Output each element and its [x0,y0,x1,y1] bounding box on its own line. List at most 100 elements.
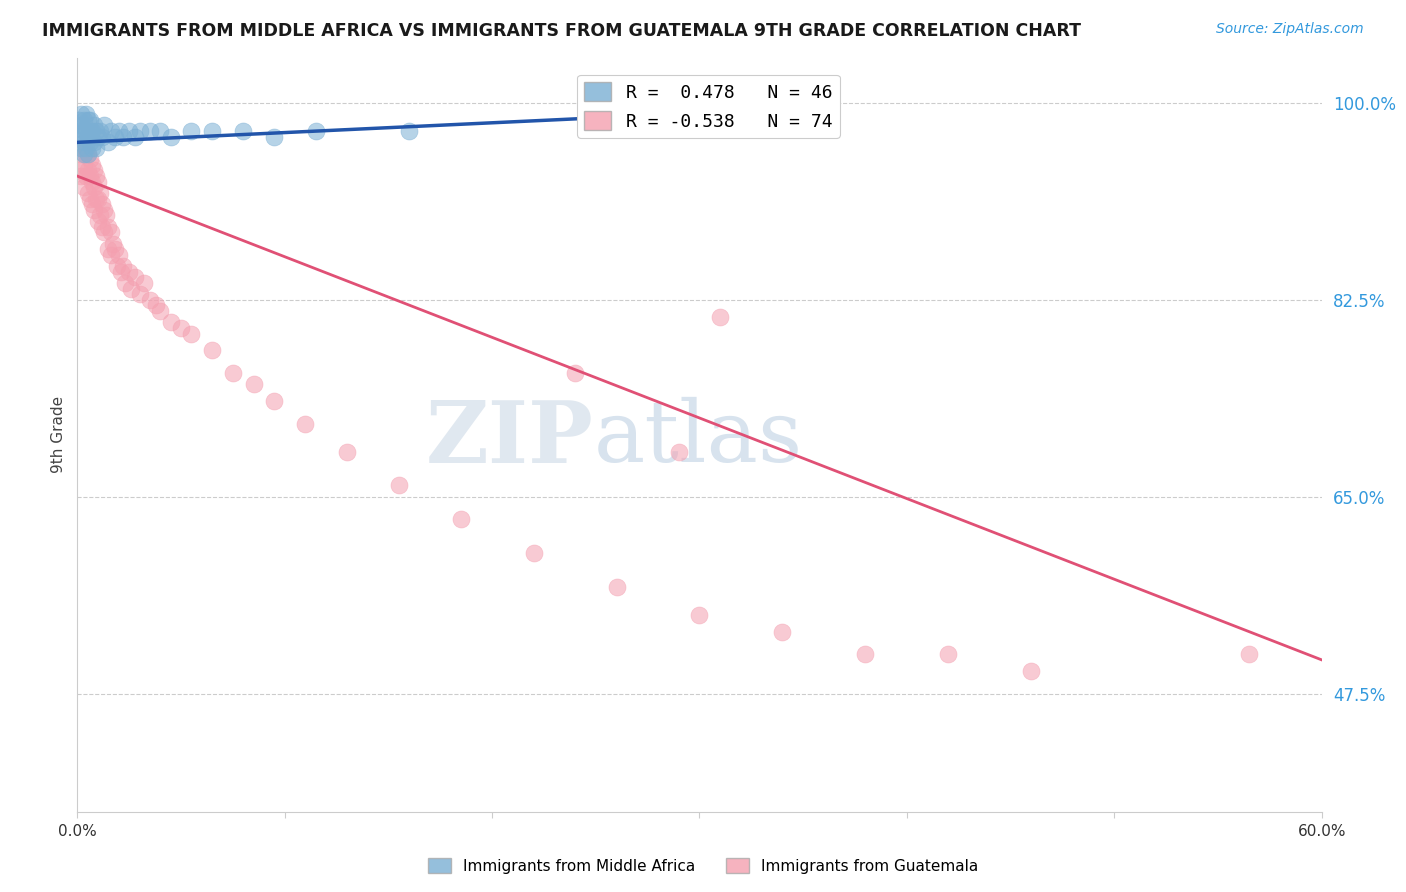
Point [263,129,285,144]
Point [84,169,107,183]
Point [72,180,94,194]
Point [67,163,90,178]
Point [70,129,93,144]
Point [128,287,150,301]
Point [100,225,122,239]
Point [100,124,122,138]
Point [80,197,103,211]
Point [70,141,93,155]
Point [108,248,131,262]
Point [79,124,101,138]
Point [79,192,101,206]
Point [1237,647,1260,661]
Point [124,129,146,144]
Point [111,129,134,144]
Point [523,546,546,560]
Point [114,276,136,290]
Point [84,192,107,206]
Point [83,163,105,178]
Point [76,146,98,161]
Point [87,192,110,206]
Point [263,394,285,409]
Point [149,304,172,318]
Point [76,129,98,144]
Legend: R =  0.478   N = 46, R = -0.538   N = 74: R = 0.478 N = 46, R = -0.538 N = 74 [578,75,839,137]
Point [67,124,90,138]
Point [93,202,115,217]
Point [83,180,105,194]
Point [232,124,254,138]
Point [89,124,111,138]
Point [938,647,960,661]
Point [72,124,94,138]
Point [75,107,97,121]
Point [80,124,103,138]
Text: IMMIGRANTS FROM MIDDLE AFRICA VS IMMIGRANTS FROM GUATEMALA 9TH GRADE CORRELATION: IMMIGRANTS FROM MIDDLE AFRICA VS IMMIGRA… [42,22,1081,40]
Point [93,225,115,239]
Point [79,112,101,127]
Point [120,282,142,296]
Point [84,124,107,138]
Point [145,298,167,312]
Point [180,124,202,138]
Point [89,209,111,223]
Point [222,366,245,380]
Point [80,175,103,189]
Point [87,129,110,144]
Point [132,276,155,290]
Point [70,119,93,133]
Point [101,236,124,251]
Point [70,146,93,161]
Point [93,119,115,133]
Point [772,624,794,639]
Point [72,141,94,155]
Point [201,343,224,358]
Point [89,186,111,200]
Point [398,124,420,138]
Point [111,259,134,273]
Point [91,129,114,144]
Point [110,265,132,279]
Point [170,321,193,335]
Point [450,512,472,526]
Point [97,219,120,234]
Point [159,315,181,329]
Point [72,158,94,172]
Point [70,169,93,183]
Point [72,146,94,161]
Text: Source: ZipAtlas.com: Source: ZipAtlas.com [1216,22,1364,37]
Point [76,112,98,127]
Point [100,248,122,262]
Point [80,141,103,155]
Point [294,417,316,431]
Point [668,444,690,458]
Point [76,186,98,200]
Point [75,146,97,161]
Point [108,124,131,138]
Point [79,169,101,183]
Point [689,607,711,622]
Point [159,129,181,144]
Point [336,444,359,458]
Point [72,112,94,127]
Point [118,265,141,279]
Point [180,326,202,341]
Point [96,209,118,223]
Point [72,136,94,150]
Y-axis label: 9th Grade: 9th Grade [51,396,66,474]
Legend: Immigrants from Middle Africa, Immigrants from Guatemala: Immigrants from Middle Africa, Immigrant… [422,852,984,880]
Point [91,219,114,234]
Point [87,175,110,189]
Point [564,366,586,380]
Text: atlas: atlas [593,397,803,480]
Point [84,141,107,155]
Point [201,124,224,138]
Point [87,214,110,228]
Point [83,119,105,133]
Point [80,158,103,172]
Point [70,107,93,121]
Point [79,136,101,150]
Point [128,124,150,138]
Point [67,112,90,127]
Text: ZIP: ZIP [426,397,593,481]
